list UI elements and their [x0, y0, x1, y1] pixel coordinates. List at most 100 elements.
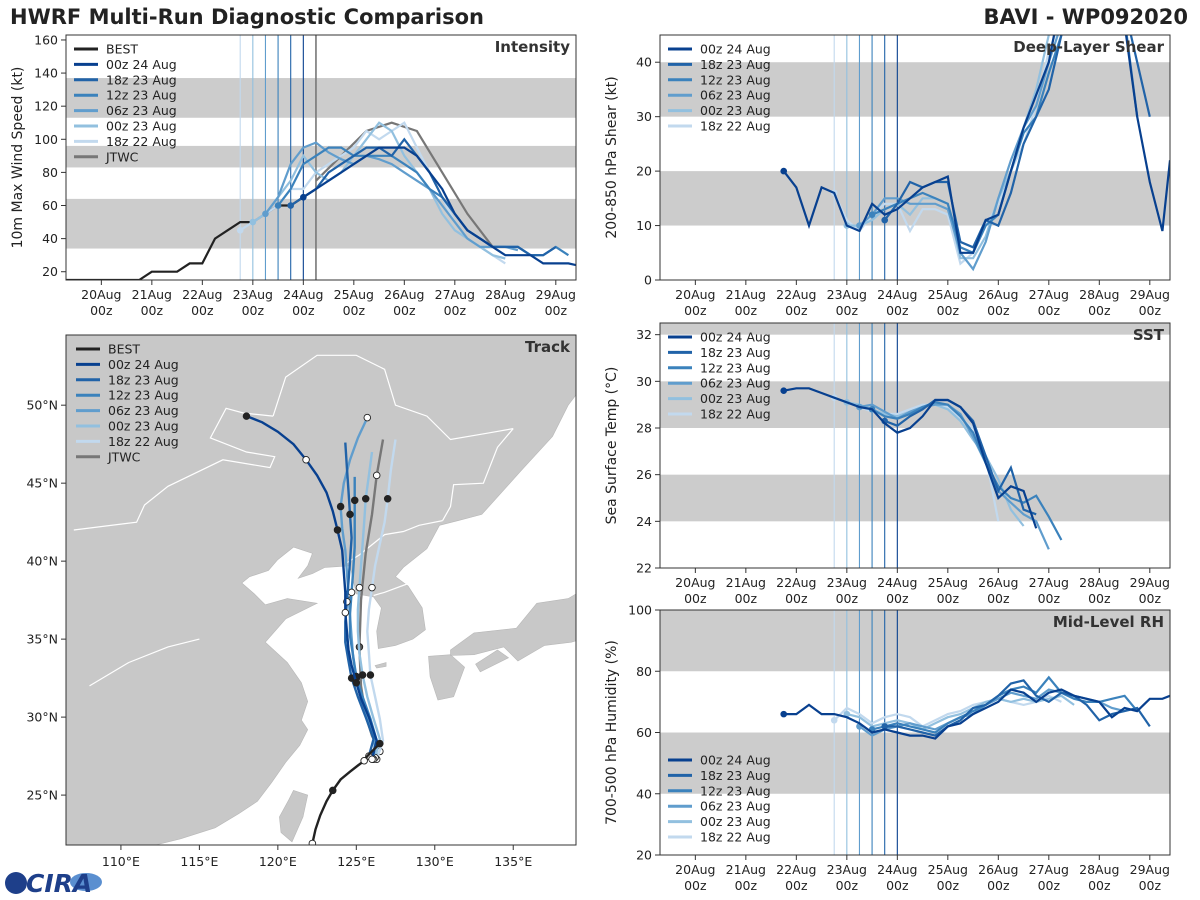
shear-x-tick-label: 20Aug: [675, 287, 715, 302]
track-y-tick-label: 30°N: [26, 710, 58, 725]
shear-series-line: [858, 35, 1059, 272]
sst-legend-label: 18z 22 Aug: [700, 407, 771, 422]
sst-series-start-point: [780, 387, 788, 394]
shear-plot-area: [660, 35, 1170, 280]
track-run-position-marker: [347, 588, 356, 597]
track-y-tick-label: 35°N: [26, 632, 58, 647]
map-border-5: [89, 638, 200, 687]
sst-y-tick-label: 30: [636, 374, 652, 389]
rh-x-tick-label-hour: 00z: [886, 878, 909, 893]
shear-legend-label: 18z 23 Aug: [700, 57, 771, 72]
shear-x-tick-label-hour: 00z: [785, 303, 808, 318]
shear-x-tick-label-hour: 00z: [735, 303, 758, 318]
rh-plot-area: [660, 610, 1170, 855]
track-legend-label: 18z 23 Aug: [108, 372, 179, 387]
rh-y-tick-label: 100: [628, 603, 652, 618]
sst-x-tick-label-hour: 00z: [1139, 591, 1162, 606]
intensity-x-tick-label: 25Aug: [334, 287, 374, 302]
intensity-panel: 20Aug00z21Aug00z22Aug00z23Aug00z24Aug00z…: [10, 32, 577, 318]
intensity-x-tick-label-hour: 00z: [242, 303, 265, 318]
intensity-x-tick-label-hour: 00z: [494, 303, 517, 318]
rh-x-tick-label-hour: 00z: [684, 878, 707, 893]
track-y-tick-label: 45°N: [26, 476, 58, 491]
sst-x-tick-label-hour: 00z: [684, 591, 707, 606]
sst-y-tick-label: 26: [636, 467, 652, 482]
shear-x-tick-label: 21Aug: [726, 287, 766, 302]
track-frame: [65, 334, 577, 846]
sst-y-tick-label: 24: [636, 514, 652, 529]
shear-legend-label: 12z 23 Aug: [700, 72, 771, 87]
rh-panel-title: Mid-Level RH: [1053, 613, 1164, 631]
intensity-series-start-point: [249, 218, 257, 226]
rh-series-line: [871, 675, 1139, 734]
sst-x-tick-label-hour: 00z: [1088, 591, 1111, 606]
sst-y-axis-label: Sea Surface Temp (°C): [604, 367, 620, 525]
sst-x-tick-label-hour: 00z: [836, 591, 859, 606]
intensity-series-line: [302, 146, 576, 267]
rh-y-tick-label: 40: [636, 786, 652, 801]
sst-y-tick-label: 22: [636, 561, 652, 576]
rh-y-tick-label: 20: [636, 848, 652, 863]
shear-x-tick-label-hour: 00z: [1088, 303, 1111, 318]
land-jeju: [374, 662, 387, 669]
intensity-series-start-point: [300, 193, 307, 201]
rh-x-tick-label-hour: 00z: [735, 878, 758, 893]
track-legend-label: 00z 24 Aug: [108, 357, 179, 372]
shear-y-tick-label: 0: [644, 273, 652, 288]
track-jtwc-position-marker: [372, 471, 381, 480]
intensity-x-tick-label: 27Aug: [435, 287, 475, 302]
intensity-frame: [65, 34, 577, 281]
sst-x-tick-label: 29Aug: [1130, 575, 1170, 590]
track-run-path: [366, 439, 397, 760]
track-y-tick-label: 40°N: [26, 554, 58, 569]
sst-series-line: [783, 387, 1038, 529]
track-run-position-marker: [346, 510, 354, 519]
track-legend-label: 18z 22 Aug: [108, 434, 179, 449]
figure-title: HWRF Multi-Run Diagnostic Comparison: [10, 5, 484, 29]
sst-legend-label: 00z 23 Aug: [700, 391, 771, 406]
track-x-tick-label: 125°E: [337, 854, 375, 869]
track-run-position-marker: [368, 755, 376, 763]
shear-x-tick-label: 26Aug: [978, 287, 1018, 302]
shear-legend-label: 06z 23 Aug: [700, 88, 771, 103]
cira-logo-text: CIRA: [26, 869, 92, 898]
intensity-legend-label: JTWC: [105, 149, 139, 164]
map-border-1: [272, 354, 514, 441]
rh-y-tick-label: 80: [636, 664, 652, 679]
track-run-position-marker: [341, 608, 350, 617]
shear-shaded-band-1: [660, 62, 1170, 117]
cira-logo-swoosh: [70, 873, 102, 891]
rh-x-tick-label: 21Aug: [726, 862, 766, 877]
rh-legend-label: 12z 23 Aug: [700, 783, 771, 798]
sst-shaded-band-0: [660, 474, 1170, 522]
intensity-y-tick-label: 120: [34, 99, 58, 114]
rh-x-tick-label-hour: 00z: [1038, 878, 1061, 893]
track-y-tick-label: 50°N: [26, 398, 58, 413]
track-legend-label: 00z 23 Aug: [108, 419, 179, 434]
shear-x-tick-label: 22Aug: [776, 287, 816, 302]
shear-x-tick-label: 23Aug: [827, 287, 867, 302]
intensity-x-tick-label: 29Aug: [536, 287, 576, 302]
rh-x-tick-label-hour: 00z: [1139, 878, 1162, 893]
rh-x-tick-label-hour: 00z: [1088, 878, 1111, 893]
intensity-x-tick-label: 21Aug: [132, 287, 172, 302]
shear-x-tick-label-hour: 00z: [1139, 303, 1162, 318]
shear-x-tick-label: 25Aug: [928, 287, 968, 302]
rh-x-tick-label: 24Aug: [877, 862, 917, 877]
rh-x-tick-label: 23Aug: [827, 862, 867, 877]
rh-series-start-point: [780, 710, 788, 718]
sst-x-tick-label-hour: 00z: [937, 591, 960, 606]
shear-x-tick-label-hour: 00z: [684, 303, 707, 318]
shear-x-tick-label-hour: 00z: [987, 303, 1010, 318]
rh-series-line: [858, 688, 1125, 737]
intensity-jtwc-line: [315, 121, 494, 248]
shear-y-tick-label: 40: [636, 55, 652, 70]
intensity-series-start-point: [262, 210, 269, 218]
map-border-4: [373, 582, 410, 597]
intensity-series-start-point: [236, 227, 244, 234]
intensity-y-tick-label: 160: [34, 32, 58, 47]
sst-legend-label: 06z 23 Aug: [700, 376, 771, 391]
sst-x-tick-label-hour: 00z: [886, 591, 909, 606]
sst-shaded-band-2: [660, 323, 1170, 335]
sst-y-tick-label: 28: [636, 421, 652, 436]
